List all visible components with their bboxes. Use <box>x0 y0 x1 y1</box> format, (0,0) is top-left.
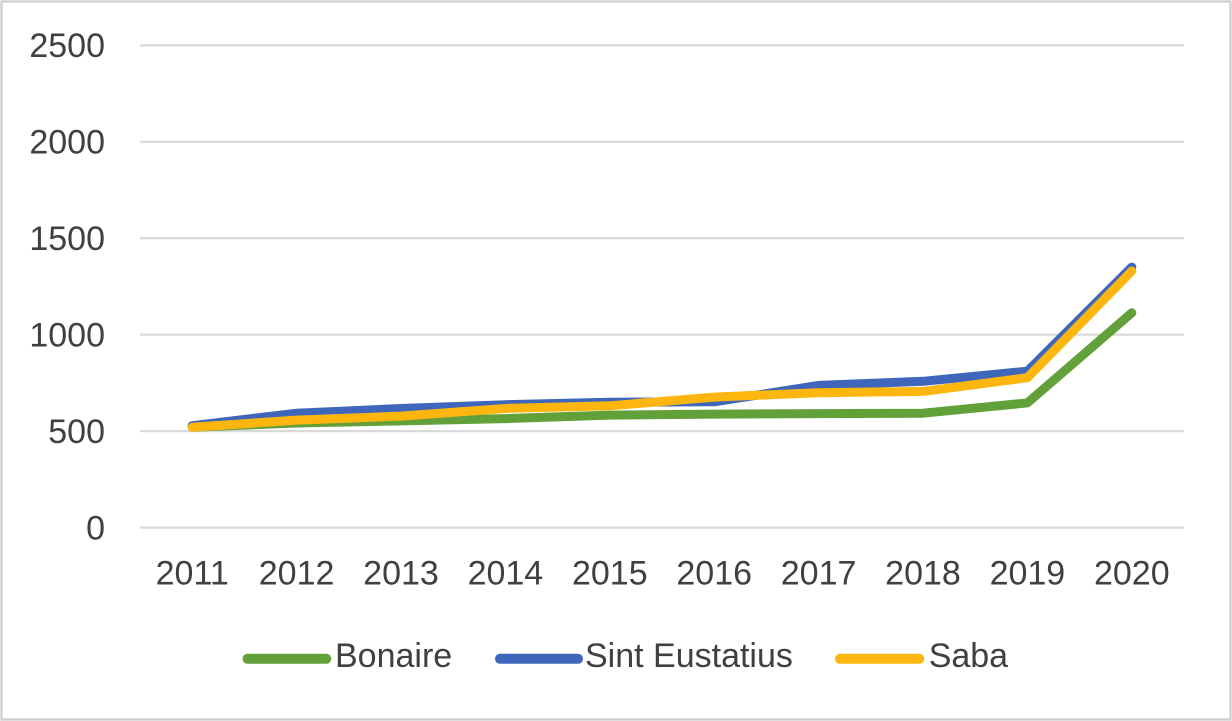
svg-text:2018: 2018 <box>885 555 961 593</box>
svg-text:2019: 2019 <box>990 555 1066 593</box>
svg-text:0: 0 <box>86 509 105 547</box>
svg-text:500: 500 <box>48 413 105 451</box>
svg-text:1500: 1500 <box>29 220 105 258</box>
svg-text:2020: 2020 <box>1094 555 1170 593</box>
svg-text:2013: 2013 <box>363 555 439 593</box>
svg-text:2017: 2017 <box>781 555 857 593</box>
svg-text:2000: 2000 <box>29 124 105 162</box>
svg-text:2016: 2016 <box>676 555 752 593</box>
svg-text:2014: 2014 <box>468 555 544 593</box>
svg-text:2011: 2011 <box>156 555 229 593</box>
svg-text:Sint Eustatius: Sint Eustatius <box>585 637 793 675</box>
svg-text:2015: 2015 <box>572 555 648 593</box>
svg-text:1000: 1000 <box>29 316 105 354</box>
svg-text:Bonaire: Bonaire <box>335 637 452 675</box>
svg-text:2012: 2012 <box>259 555 335 593</box>
svg-text:2500: 2500 <box>29 27 105 65</box>
svg-text:Saba: Saba <box>929 637 1008 675</box>
